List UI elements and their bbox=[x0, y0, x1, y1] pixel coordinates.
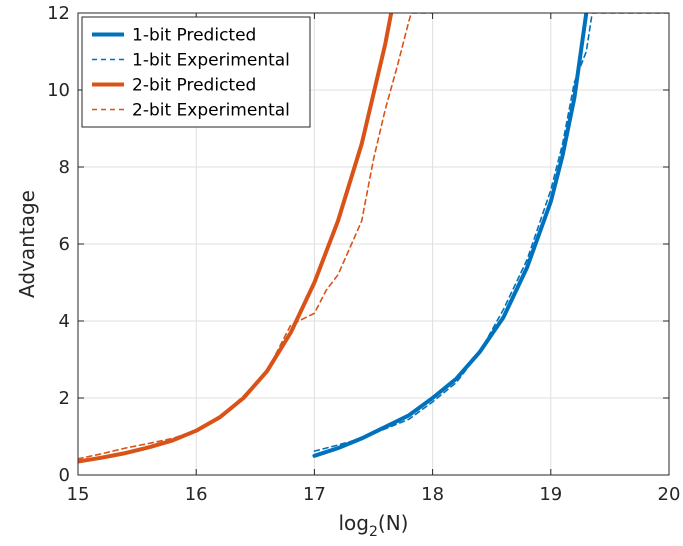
x-tick-label: 16 bbox=[185, 484, 208, 505]
series-line-1-bit-experimental bbox=[313, 13, 669, 452]
x-tick-label: 18 bbox=[421, 484, 444, 505]
x-axis-label-main: log bbox=[339, 511, 370, 535]
y-tick-label: 8 bbox=[59, 157, 70, 178]
series-layer bbox=[78, 13, 669, 464]
y-axis-label: Advantage bbox=[15, 190, 39, 298]
series-line-2-bit-predicted bbox=[78, 13, 394, 464]
legend: 1-bit Predicted 1-bit Experimental 2-bit P… bbox=[81, 16, 311, 128]
tick-marks bbox=[77, 12, 670, 476]
x-tick-label: 17 bbox=[303, 484, 326, 505]
y-tick-label: 0 bbox=[59, 465, 70, 486]
legend-label: 2-bit Experimental bbox=[132, 101, 290, 121]
x-axis-label: log2(N) bbox=[339, 511, 409, 540]
tick-labels: 15 16 17 18 19 20 0 2 4 6 8 10 12 bbox=[47, 3, 680, 505]
x-tick-label: 19 bbox=[539, 484, 562, 505]
y-tick-label: 2 bbox=[59, 388, 70, 409]
y-tick-label: 4 bbox=[59, 311, 70, 332]
y-tick-label: 6 bbox=[59, 234, 70, 255]
legend-label: 1-bit Experimental bbox=[132, 51, 290, 71]
y-tick-label: 10 bbox=[47, 80, 70, 101]
legend-label: 2-bit Predicted bbox=[132, 76, 256, 96]
x-tick-label: 15 bbox=[67, 484, 90, 505]
x-axis-label-tail: (N) bbox=[378, 511, 409, 535]
x-tick-label: 20 bbox=[658, 484, 681, 505]
y-tick-label: 12 bbox=[47, 3, 70, 24]
x-axis-label-subscript: 2 bbox=[369, 524, 378, 540]
series-line-1-bit-predicted bbox=[312, 13, 589, 458]
legend-label: 1-bit Predicted bbox=[132, 26, 256, 46]
series-line-2-bit-experimental bbox=[78, 13, 434, 460]
